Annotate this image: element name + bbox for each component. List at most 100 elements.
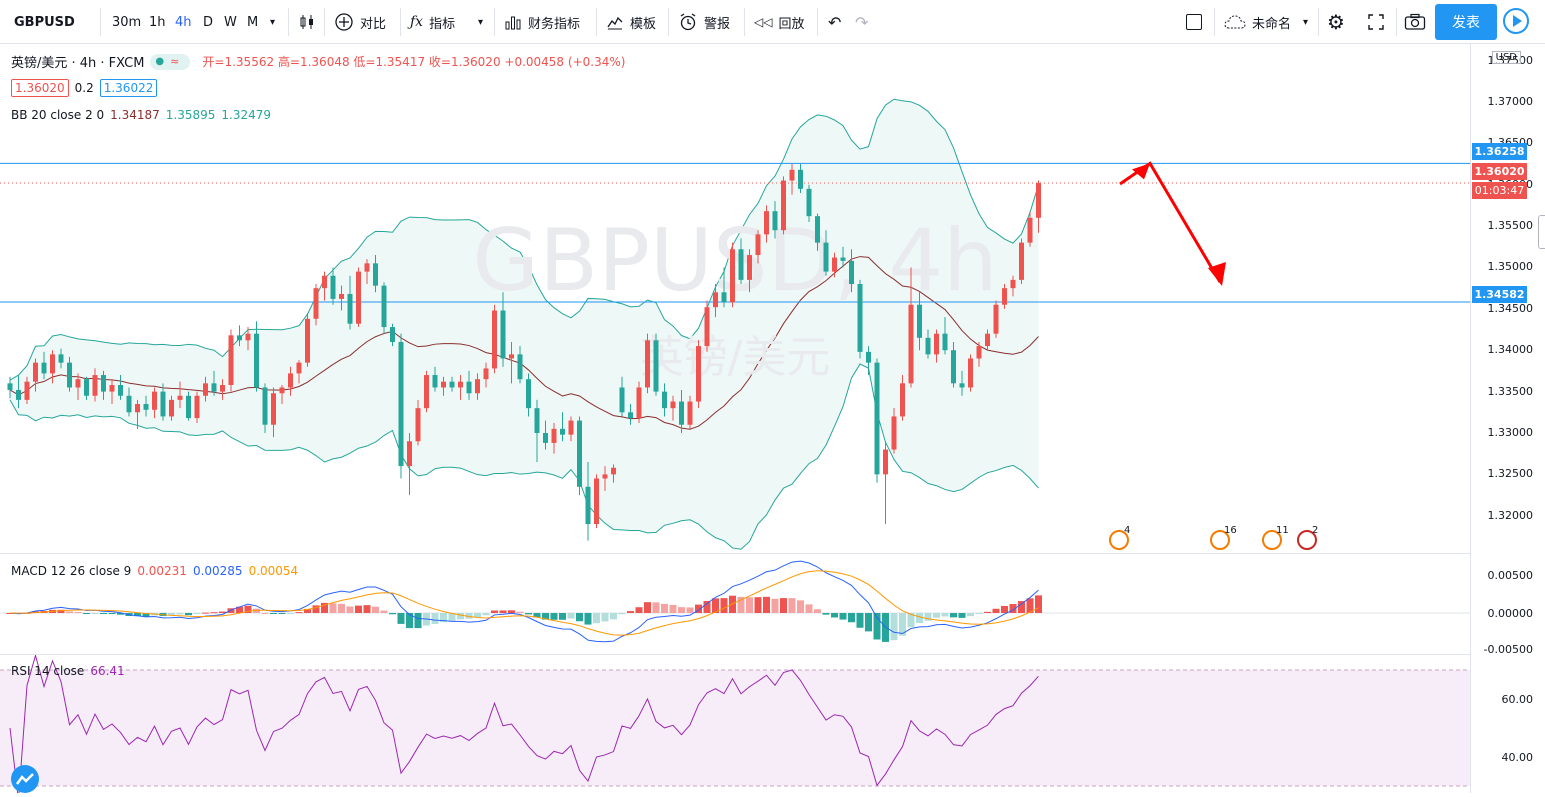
candle bbox=[441, 376, 446, 396]
macd-axis-tick: 0.00000 bbox=[1487, 607, 1534, 620]
candle-body bbox=[203, 383, 208, 396]
candle-body bbox=[500, 310, 506, 359]
candle-body bbox=[636, 387, 642, 419]
templates-button[interactable]: 模板 bbox=[606, 0, 656, 44]
interval-m[interactable]: M bbox=[247, 14, 259, 30]
symbol-search[interactable]: GBPUSD bbox=[14, 14, 75, 30]
replay-button[interactable]: ◁◁ 回放 bbox=[754, 0, 804, 44]
candle bbox=[58, 348, 64, 369]
candle bbox=[364, 259, 370, 285]
candles-icon[interactable] bbox=[298, 0, 316, 44]
candle bbox=[7, 376, 13, 399]
candle-body bbox=[900, 383, 905, 417]
bb-label[interactable]: BB 20 close 2 0 bbox=[11, 108, 105, 122]
macd-label[interactable]: MACD 12 26 close 9 bbox=[11, 564, 132, 578]
interval-30m[interactable]: 30m bbox=[112, 14, 142, 30]
chevron-down-icon[interactable]: ▾ bbox=[1303, 16, 1309, 28]
macd-histogram-bar bbox=[176, 613, 184, 615]
candle bbox=[381, 282, 387, 334]
tradingview-logo-icon[interactable] bbox=[11, 765, 39, 793]
redo-icon[interactable]: ↷ bbox=[855, 12, 869, 32]
candle-body bbox=[152, 391, 157, 410]
symbol-title[interactable]: 英镑/美元 · 4h · FXCM bbox=[11, 56, 145, 71]
candle bbox=[560, 412, 565, 442]
publish-button[interactable]: 发表 bbox=[1435, 4, 1497, 40]
macd-histogram-bar bbox=[295, 612, 303, 614]
candle bbox=[806, 184, 812, 222]
macd-histogram-bar bbox=[236, 606, 243, 613]
camera-icon[interactable] bbox=[1404, 0, 1426, 44]
compare-button[interactable]: 对比 bbox=[334, 0, 386, 44]
candle bbox=[194, 391, 200, 424]
candle bbox=[772, 201, 778, 239]
candle bbox=[798, 164, 803, 193]
candle bbox=[245, 327, 251, 351]
macd-histogram-bar bbox=[797, 600, 804, 613]
uk-flag-event-icon[interactable] bbox=[1297, 530, 1317, 550]
candle bbox=[789, 164, 795, 195]
chevron-down-icon[interactable]: ▾ bbox=[270, 16, 276, 28]
fullscreen-icon[interactable] bbox=[1367, 0, 1385, 44]
macd-hist-value: 0.00231 bbox=[137, 564, 187, 578]
us-flag-event-icon[interactable] bbox=[1210, 530, 1230, 550]
gear-icon[interactable]: ⚙ bbox=[1327, 10, 1345, 34]
candle-body bbox=[755, 234, 761, 256]
layout-name-button[interactable]: 未命名 bbox=[1224, 0, 1291, 44]
macd-histogram-bar bbox=[1018, 601, 1025, 613]
market-status-pill[interactable]: ● ≈ bbox=[150, 53, 191, 70]
undo-icon[interactable]: ↶ bbox=[828, 12, 842, 32]
candle bbox=[585, 461, 591, 541]
candle-body bbox=[781, 180, 786, 231]
financials-button[interactable]: 财务指标 bbox=[504, 0, 580, 44]
side-handle[interactable] bbox=[1538, 215, 1545, 249]
macd-histogram-bar bbox=[91, 613, 99, 614]
price-axis-tick: 1.34500 bbox=[1487, 301, 1534, 315]
interval-4h[interactable]: 4h bbox=[175, 14, 192, 30]
macd-histogram-bar bbox=[219, 611, 226, 613]
panel-divider[interactable] bbox=[0, 654, 1470, 655]
rsi-line bbox=[9, 653, 1039, 793]
candle bbox=[976, 341, 982, 367]
panel-divider[interactable] bbox=[0, 553, 1470, 554]
interval-1h[interactable]: 1h bbox=[149, 14, 166, 30]
candle bbox=[322, 271, 327, 301]
macd-histogram-bar bbox=[542, 613, 549, 620]
alerts-button[interactable]: 警报 bbox=[678, 0, 730, 44]
chevron-down-icon[interactable]: ▾ bbox=[478, 16, 484, 28]
layout-square-icon[interactable] bbox=[1186, 0, 1202, 44]
bid-price[interactable]: 1.36020 bbox=[11, 79, 69, 97]
rsi-label[interactable]: RSI 14 close bbox=[11, 664, 85, 678]
currency-unit[interactable]: USD bbox=[1491, 51, 1521, 64]
candle-body bbox=[1010, 279, 1016, 289]
candle-body bbox=[619, 387, 625, 413]
candle-body bbox=[679, 401, 684, 425]
candle bbox=[398, 333, 404, 479]
us-flag-event-icon[interactable] bbox=[1109, 530, 1129, 550]
macd-histogram-bar bbox=[525, 613, 532, 615]
rsi-value: 66.41 bbox=[90, 664, 125, 678]
candle bbox=[568, 416, 574, 442]
candle-body bbox=[169, 399, 174, 417]
candle-body bbox=[968, 358, 973, 388]
macd-histogram-bar bbox=[890, 613, 898, 641]
macd-histogram-bar bbox=[287, 613, 294, 614]
candle-body bbox=[390, 327, 395, 342]
candle-body bbox=[806, 188, 812, 217]
interval-d[interactable]: D bbox=[203, 14, 214, 30]
us-flag-event-icon[interactable] bbox=[1262, 530, 1282, 550]
ask-price[interactable]: 1.36022 bbox=[99, 79, 158, 97]
candle bbox=[781, 176, 786, 235]
price-axis-tick: 1.34000 bbox=[1487, 343, 1534, 357]
replay-label: 回放 bbox=[778, 16, 805, 32]
interval-w[interactable]: W bbox=[224, 14, 237, 30]
candle-body bbox=[449, 381, 455, 388]
candle-body bbox=[432, 375, 438, 388]
candle-body bbox=[1002, 288, 1007, 305]
indicators-button[interactable]: ƒx 指标 bbox=[410, 0, 455, 44]
candle-body bbox=[58, 354, 64, 363]
candle-body bbox=[92, 375, 98, 396]
candle-body bbox=[41, 362, 47, 374]
play-icon[interactable] bbox=[1503, 8, 1529, 34]
event-count: 16 bbox=[1224, 525, 1237, 536]
candle bbox=[424, 370, 429, 413]
